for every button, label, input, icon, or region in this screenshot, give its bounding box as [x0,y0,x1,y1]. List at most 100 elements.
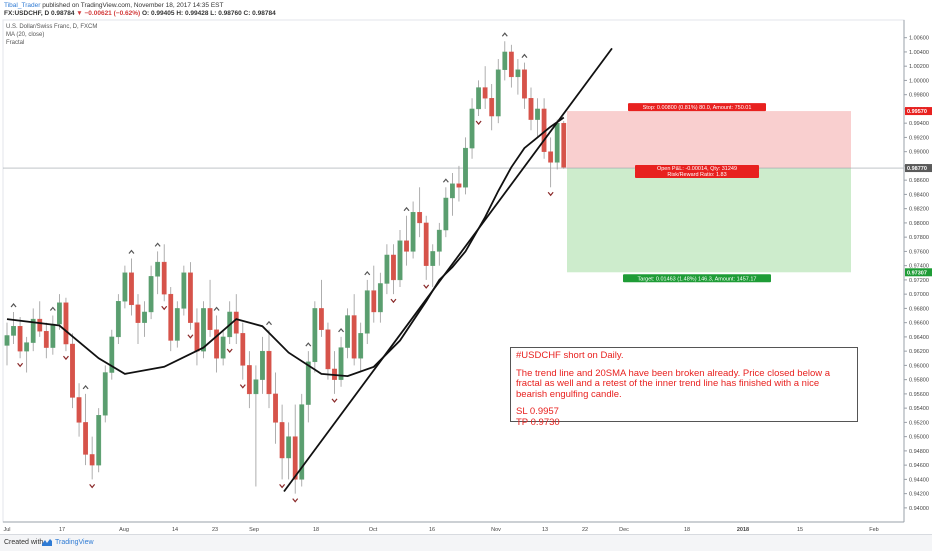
candle[interactable] [404,240,409,252]
candle[interactable] [161,261,167,295]
candle[interactable] [417,212,423,224]
candle[interactable] [155,261,161,277]
candle[interactable] [384,254,390,284]
candle[interactable] [358,333,364,359]
price-tick-label: 0.97800 [909,235,929,241]
candle[interactable] [410,212,416,252]
candle[interactable] [351,315,357,359]
candle[interactable] [391,254,396,281]
candle[interactable] [50,323,56,348]
candle[interactable] [76,397,82,423]
candle[interactable] [312,308,318,363]
candle[interactable] [201,308,206,352]
candle[interactable] [325,329,331,370]
candle[interactable] [508,51,514,78]
candle[interactable] [305,361,311,405]
candle[interactable] [187,272,193,323]
candle[interactable] [30,318,36,343]
candle[interactable] [292,436,298,480]
candle[interactable] [502,51,508,70]
candle[interactable] [469,108,475,149]
candle[interactable] [109,336,115,373]
tradingview-brand[interactable]: TradingView [55,539,94,546]
candle[interactable] [260,350,265,380]
candle[interactable] [456,183,462,188]
price-tick-label: 0.98000 [909,221,929,227]
candle[interactable] [142,311,147,323]
author-link[interactable]: Tibal_Trader [4,2,41,9]
candle[interactable] [17,326,23,352]
candle[interactable] [181,272,187,309]
candle[interactable] [37,318,43,332]
candle[interactable] [345,315,350,348]
candle[interactable] [266,350,272,395]
candle[interactable] [4,335,10,346]
candle[interactable] [63,302,69,345]
candle[interactable] [515,69,521,78]
candle[interactable] [102,372,108,416]
candle[interactable] [286,436,292,459]
candle[interactable] [495,69,501,117]
candle[interactable] [129,272,134,306]
candle[interactable] [83,422,89,455]
candle[interactable] [397,240,403,281]
candle[interactable] [240,333,246,366]
candle[interactable] [528,98,534,120]
candle[interactable] [253,379,259,395]
candle[interactable] [450,183,455,199]
candle[interactable] [207,308,213,330]
candle[interactable] [463,147,468,188]
candle[interactable] [273,393,278,423]
candle[interactable] [338,347,344,380]
candle[interactable] [319,308,324,330]
fractal-up-marker [501,32,508,37]
time-tick-label: 22 [582,527,588,533]
legend-ma[interactable]: MA (20, close) [6,32,45,38]
candle[interactable] [436,229,442,252]
stop-loss-zone [567,111,851,169]
candle[interactable] [364,290,370,334]
candle[interactable] [430,251,436,266]
candle[interactable] [561,122,567,168]
candle[interactable] [377,283,383,313]
candle[interactable] [299,404,305,480]
candle[interactable] [11,326,16,336]
candle[interactable] [535,108,540,120]
candle[interactable] [168,293,174,341]
trend-line[interactable] [283,47,613,493]
candle[interactable] [279,422,285,459]
candle[interactable] [522,69,527,99]
candle[interactable] [423,222,429,266]
ma20-line[interactable] [6,116,565,378]
candle[interactable] [174,308,180,341]
candle[interactable] [233,311,239,334]
candle[interactable] [24,342,30,352]
candle[interactable] [122,272,128,302]
publish-header: Tibal_Trader published on TradingView.co… [0,0,932,20]
current-price-badge-bg [905,164,932,173]
candle[interactable] [443,197,449,231]
candle[interactable] [43,330,49,348]
candle[interactable] [89,454,95,466]
candle[interactable] [148,276,154,313]
time-tick-label: Nov [491,527,501,533]
candle[interactable] [70,343,75,398]
candle[interactable] [371,290,377,313]
price-tick-label: 0.94400 [909,477,929,483]
candle[interactable] [96,415,102,466]
candle[interactable] [220,336,226,359]
candle[interactable] [135,304,141,323]
candle[interactable] [115,301,121,338]
candle[interactable] [57,302,62,325]
candle[interactable] [554,122,560,163]
candle[interactable] [548,151,554,163]
candle[interactable] [489,98,495,117]
candle[interactable] [476,87,481,110]
price-chart[interactable]: 1.006001.004001.002001.000000.998000.996… [0,0,932,534]
fractal-down-marker [390,298,397,304]
candle[interactable] [214,329,219,359]
legend-fractal[interactable]: Fractal [6,40,25,46]
candle[interactable] [246,365,252,395]
candle[interactable] [482,87,488,99]
candle[interactable] [194,322,200,352]
